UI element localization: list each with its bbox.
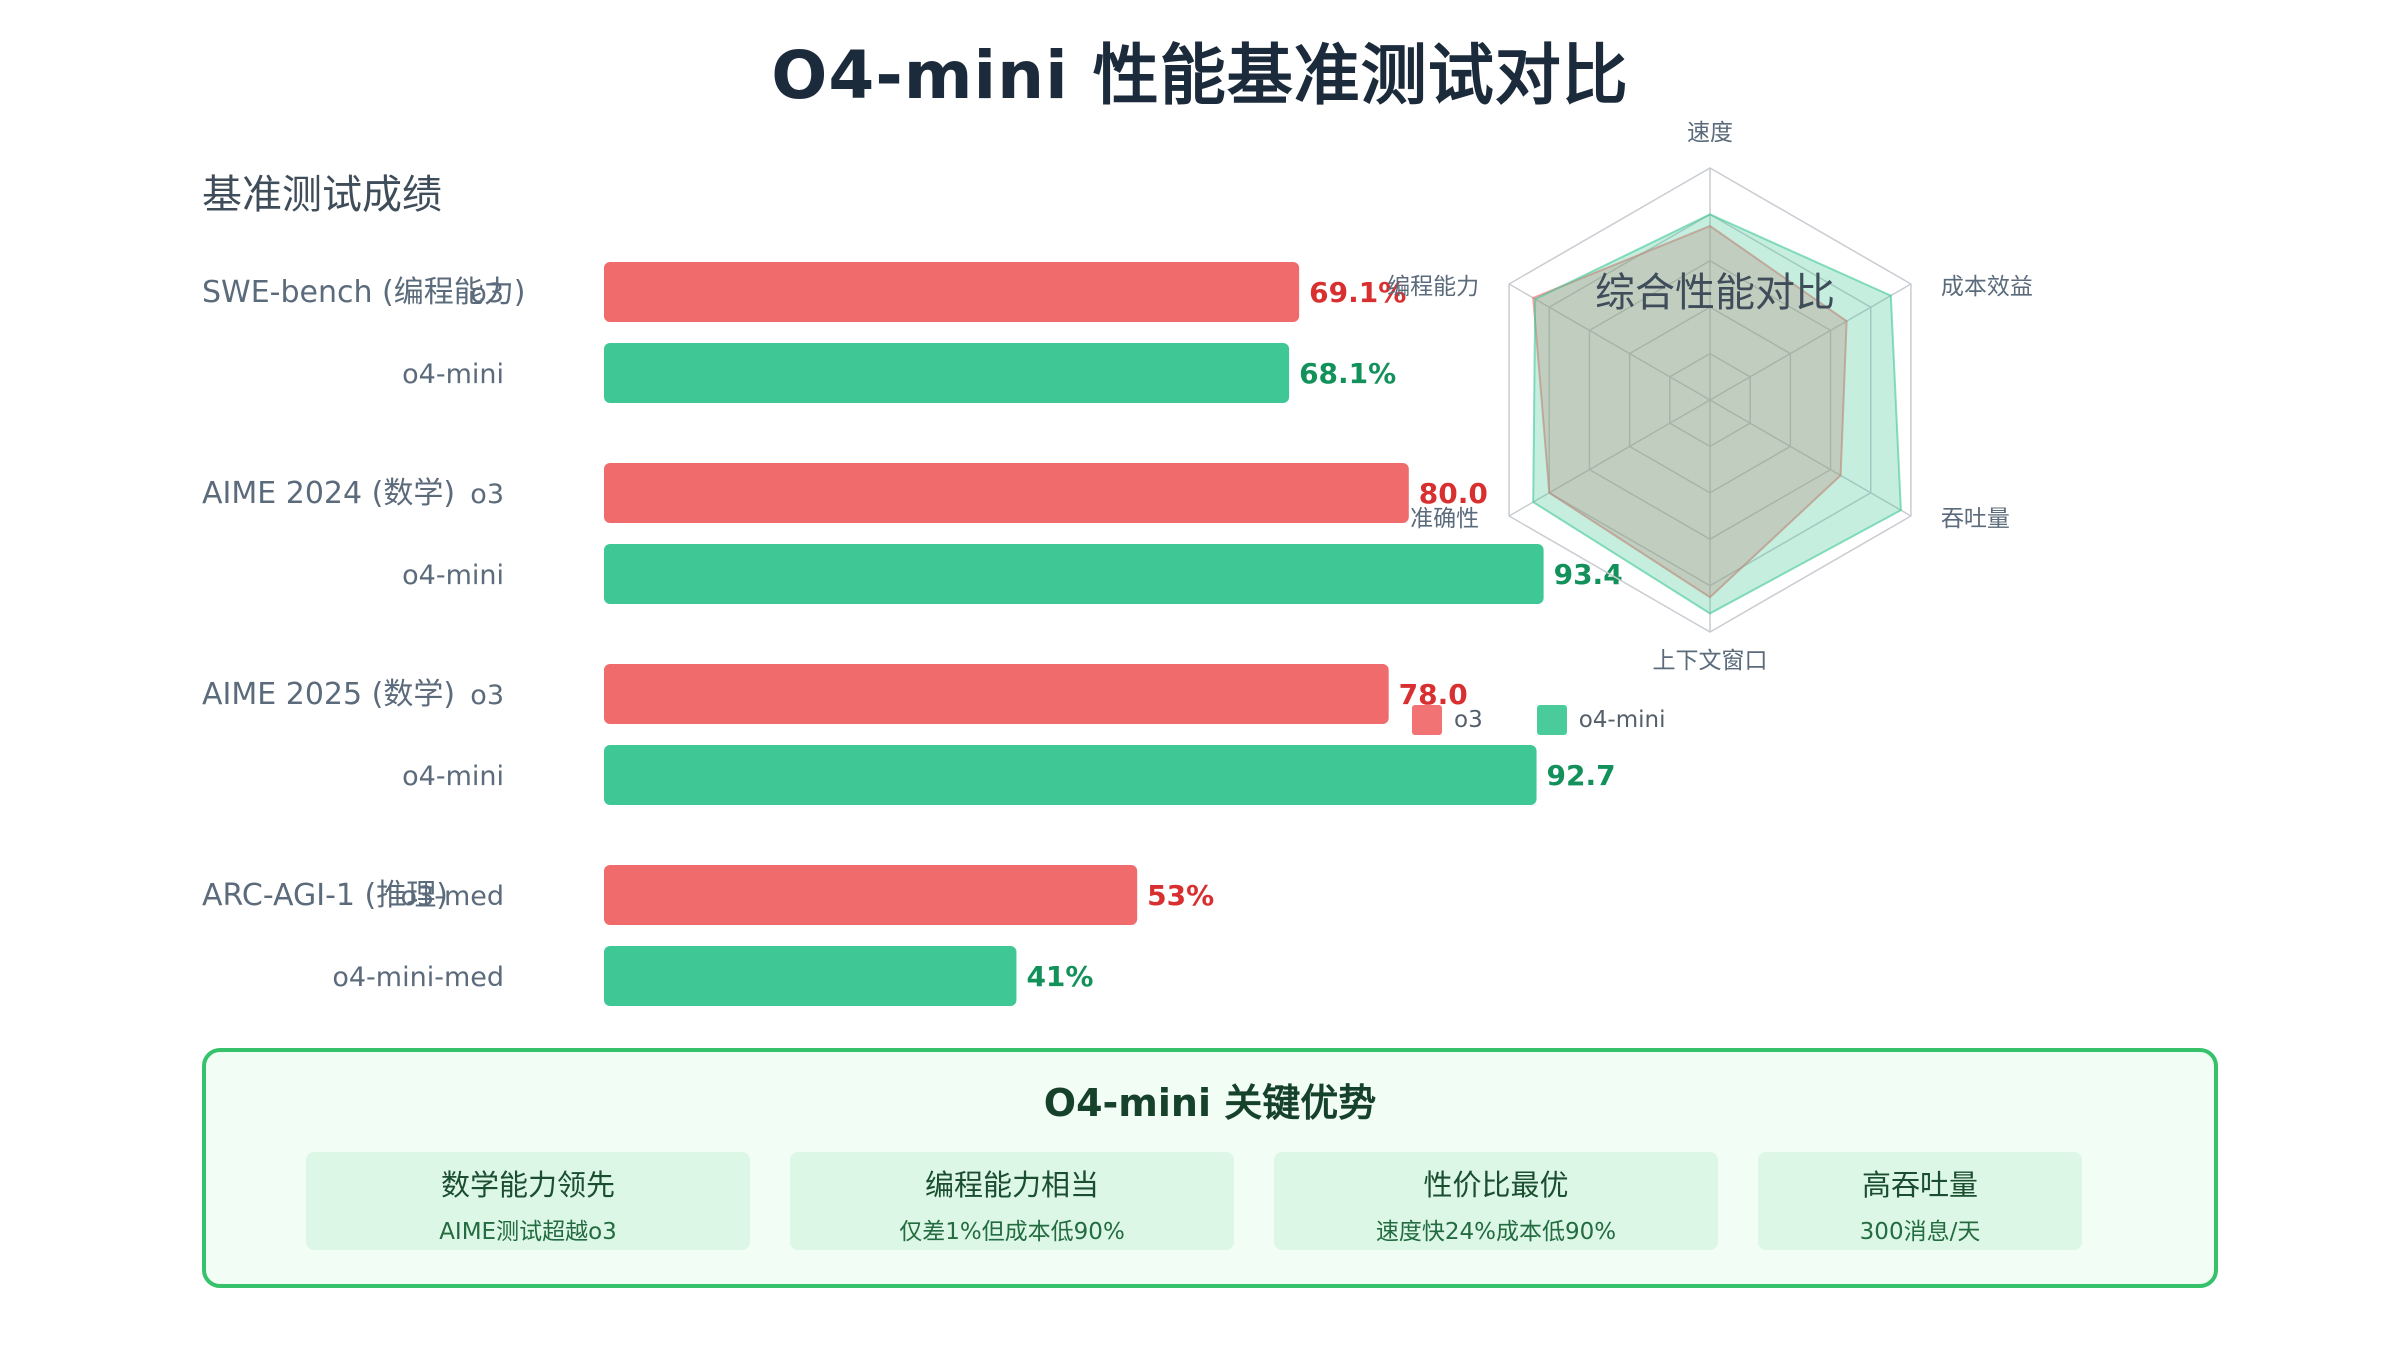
legend-swatch-o4-mini: [1536, 705, 1567, 735]
advantage-card-math: 数学能力领先 AIME测试超越o3: [306, 1152, 750, 1250]
advantage-card-throughput: 高吞吐量 300消息/天: [1758, 1152, 2082, 1250]
radar-axis-label: 吞吐量: [1941, 506, 2010, 532]
advantage-card-subtitle: 300消息/天: [1859, 1219, 1981, 1245]
bar-row-label: o3-med: [401, 881, 505, 912]
radar-axis-label: 成本效益: [1941, 274, 2033, 300]
legend-swatch-o3: [1412, 705, 1442, 735]
bar-o3[interactable]: [604, 664, 1389, 724]
bar-value-label: 92.7: [1547, 759, 1616, 792]
radar-spoke: [1508, 399, 1711, 517]
bar-o4-mini[interactable]: [604, 745, 1537, 805]
bar-value-label: 68.1%: [1299, 357, 1396, 390]
radar-series-o3[interactable]: [1532, 224, 1848, 599]
bar-o4-mini[interactable]: [604, 343, 1290, 403]
bar-o4-mini[interactable]: [604, 544, 1544, 604]
radar-axis-label: 速度: [1687, 120, 1733, 146]
benchmark-group-label: AIME 2025 (数学): [202, 677, 455, 712]
bar-row-label: o3: [470, 479, 504, 510]
bar-row-label: o4-mini-med: [332, 962, 504, 993]
advantages-title: O4-mini 关键优势: [1043, 1081, 1377, 1125]
advantage-card-title: 性价比最优: [1423, 1168, 1569, 1202]
radar-axis-label: 准确性: [1410, 506, 1479, 532]
advantage-card-subtitle: AIME测试超越o3: [439, 1219, 617, 1245]
radar-chart-title: 综合性能对比: [1595, 270, 1835, 316]
advantage-card-subtitle: 仅差1%但成本低90%: [899, 1219, 1125, 1245]
bar-row-label: o3: [470, 278, 504, 309]
radar-spoke: [1508, 283, 1711, 401]
legend-label: o3: [1454, 707, 1483, 733]
radar-legend: o3 o4-mini: [1412, 705, 1720, 735]
bar-row-label: o4-mini: [402, 359, 504, 390]
bar-value-label: 80.0: [1419, 477, 1488, 510]
advantage-card-title: 数学能力领先: [440, 1168, 615, 1202]
advantage-card-subtitle: 速度快24%成本低90%: [1375, 1219, 1617, 1245]
legend-item-o3[interactable]: o3: [1412, 705, 1483, 735]
radar-axis-label: 上下文窗口: [1653, 648, 1768, 674]
bar-value-label: 69.1%: [1309, 276, 1406, 309]
benchmark-section-title: 基准测试成绩: [202, 172, 442, 218]
bar-row-label: o4-mini: [402, 761, 504, 792]
bar-o3[interactable]: [604, 463, 1409, 523]
radar-spoke: [1709, 399, 1912, 517]
bar-o3[interactable]: [604, 262, 1300, 322]
bar-value-label: 41%: [1026, 960, 1093, 993]
benchmark-bar-chart: SWE-bench (编程能力)o3 69.1%o4-mini 68.1%AIME …: [202, 262, 1623, 1006]
radar-spoke: [1709, 283, 1912, 401]
legend-item-o4-mini[interactable]: o4-mini: [1536, 705, 1666, 735]
advantage-card-title: 高吞吐量: [1861, 1168, 1978, 1202]
advantage-card-title: 编程能力相当: [924, 1168, 1099, 1202]
legend-label: o4-mini: [1578, 707, 1666, 733]
page-title: O4-mini 性能基准测试对比: [771, 37, 1629, 114]
radar-axis-label: 编程能力: [1387, 274, 1479, 300]
advantage-card-coding: 编程能力相当 仅差1%但成本低90%: [790, 1152, 1234, 1250]
bar-o3[interactable]: [604, 865, 1138, 925]
bar-row-label: o4-mini: [402, 560, 504, 591]
advantages-panel: O4-mini 关键优势 数学能力领先 AIME测试超越o3 编程能力相当 仅差…: [202, 1048, 2218, 1288]
radar-series-o4-mini[interactable]: [1532, 213, 1902, 615]
benchmark-group-label: SWE-bench (编程能力): [202, 275, 525, 310]
advantage-card-value: 性价比最优 速度快24%成本低90%: [1274, 1152, 1718, 1250]
bar-o4-mini[interactable]: [604, 946, 1017, 1006]
benchmark-group-label: ARC-AGI-1 (推理): [202, 878, 448, 913]
bar-value-label: 53%: [1147, 879, 1214, 912]
bar-row-label: o3: [470, 680, 504, 711]
benchmark-group-label: AIME 2024 (数学): [202, 476, 455, 511]
